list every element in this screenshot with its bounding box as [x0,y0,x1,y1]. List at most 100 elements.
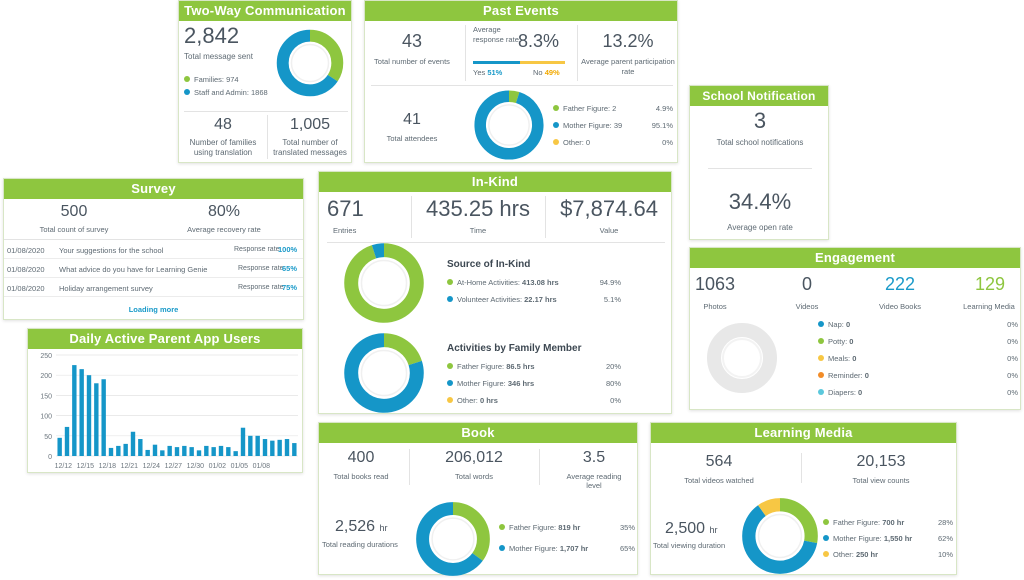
bar[interactable] [284,439,290,456]
yes-rate: Yes 51% [473,68,503,77]
reading-duration-value: 2,526 hr [335,518,388,535]
survey-count: 500 [60,203,88,220]
bar[interactable] [196,450,202,456]
survey-row[interactable]: 01/08/2020 What advice do you have for L… [4,260,303,278]
bar[interactable] [277,439,282,456]
bar[interactable] [211,447,216,456]
bar[interactable] [138,439,143,456]
engagement-card: Engagement 1063 Photos 0 Videos 222 Vide… [689,247,1021,410]
photos-label: Photos [703,302,727,311]
bar[interactable] [123,443,128,456]
legend-other: Other: 0 hrs [447,396,498,405]
bar[interactable] [240,427,246,456]
legend-mother-pct: 95.1% [651,121,673,130]
bar[interactable] [94,383,99,456]
recovery-rate: 80% [207,203,241,220]
value-label: Value [599,226,619,235]
bar[interactable] [174,447,180,456]
total-messages-value: 2,842 [184,23,240,48]
legend-father-pct: 35% [619,523,635,532]
legend-mother: Mother Figure: 1,550 hr [823,534,912,543]
media-donut [742,498,818,574]
survey-row[interactable]: 01/08/2020 Your suggestions for the scho… [4,241,303,259]
survey-row-name: Holiday arrangement survey [59,284,153,293]
bar[interactable] [79,369,84,456]
total-messages-label: Total message sent [184,52,253,61]
bar[interactable] [57,437,62,456]
survey-row-rate: 100% [278,245,298,254]
in-kind-title: In-Kind [319,172,671,192]
x-tick-label: 12/24 [143,463,161,470]
bar[interactable] [189,447,194,456]
bar[interactable] [218,445,224,456]
legend-volunteer: Volunteer Activities: 22.17 hrs [447,295,557,304]
translated-messages-label: Total number of translated messages [273,138,347,157]
two-way-communication-card: Two-Way Communication 2,842 Total messag… [178,0,352,163]
legend-mother: Mother Figure: 346 hrs [447,379,534,388]
bar[interactable] [233,451,238,456]
y-tick-label: 0 [48,454,52,461]
books-read-value: 400 [347,449,375,466]
y-tick-label: 200 [40,373,52,380]
legend-mother: Mother Figure: 39 [553,121,622,130]
loading-more-link[interactable]: Loading more [128,305,179,314]
school-notification-card: School Notification 3 Total school notif… [689,85,829,240]
past-events-donut [474,90,544,160]
bar[interactable] [262,439,268,456]
bar[interactable] [204,445,209,456]
photos-value: 1063 [694,274,736,294]
legend-mother-pct: 65% [619,544,635,553]
bar[interactable] [270,440,275,456]
survey-count-label: Total count of survey [39,225,109,234]
donut-inner-ring [360,259,408,307]
books-read-label: Total books read [333,472,389,481]
bar[interactable] [152,444,158,456]
donut-segment [742,498,818,574]
legend-father-pct: 4.9% [655,104,673,113]
bar[interactable] [226,447,231,456]
bar[interactable] [116,445,121,456]
survey-row[interactable]: 01/08/2020 Holiday arrangement survey Re… [4,279,303,297]
open-rate-label: Average open rate [727,223,793,232]
bar[interactable] [130,431,136,456]
donut-inner-ring [431,517,475,561]
bar[interactable] [145,449,150,456]
legend-other-pct: 0% [662,138,673,147]
bar[interactable] [292,443,297,456]
no-rate: No 49% [533,68,560,77]
survey-title: Survey [4,179,303,199]
bar[interactable] [255,435,260,456]
book-donut [416,502,490,576]
legend-other-pct: 10% [937,550,953,559]
donut-inner-ring [757,513,803,559]
x-tick-label: 12/15 [77,463,95,470]
bar[interactable] [167,445,172,456]
y-tick-label: 150 [40,393,52,400]
x-tick-label: 12/27 [165,463,183,470]
families-translation-value: 48 [214,116,232,133]
viewing-duration-value: 2,500 hr [665,520,718,537]
bar[interactable] [101,379,106,456]
x-tick-label: 12/21 [121,463,139,470]
donut-segment [416,502,490,576]
bar[interactable] [86,375,92,456]
bar[interactable] [182,445,187,456]
survey-row-rate-label: Response rate [238,284,284,291]
bar[interactable] [160,450,165,456]
legend-at-home: At-Home Activities: 413.08 hrs [447,278,559,287]
entries-value: 671 [327,196,364,221]
source-donut [344,243,424,323]
bar[interactable] [64,426,70,456]
survey-row-rate: 75% [282,283,298,292]
recovery-label: Average recovery rate [187,225,261,234]
legend-reminder-pct: 0% [1007,371,1018,380]
legend-other: Other: 0 [553,138,590,147]
bar[interactable] [108,447,114,456]
participation-label: Average parent participation rate [581,57,675,76]
bar[interactable] [248,435,253,456]
response-bar [473,61,565,64]
response-bar-yes [473,61,520,64]
legend-other-pct: 0% [610,396,621,405]
open-rate-value: 34.4% [728,189,792,214]
bar[interactable] [72,365,77,456]
